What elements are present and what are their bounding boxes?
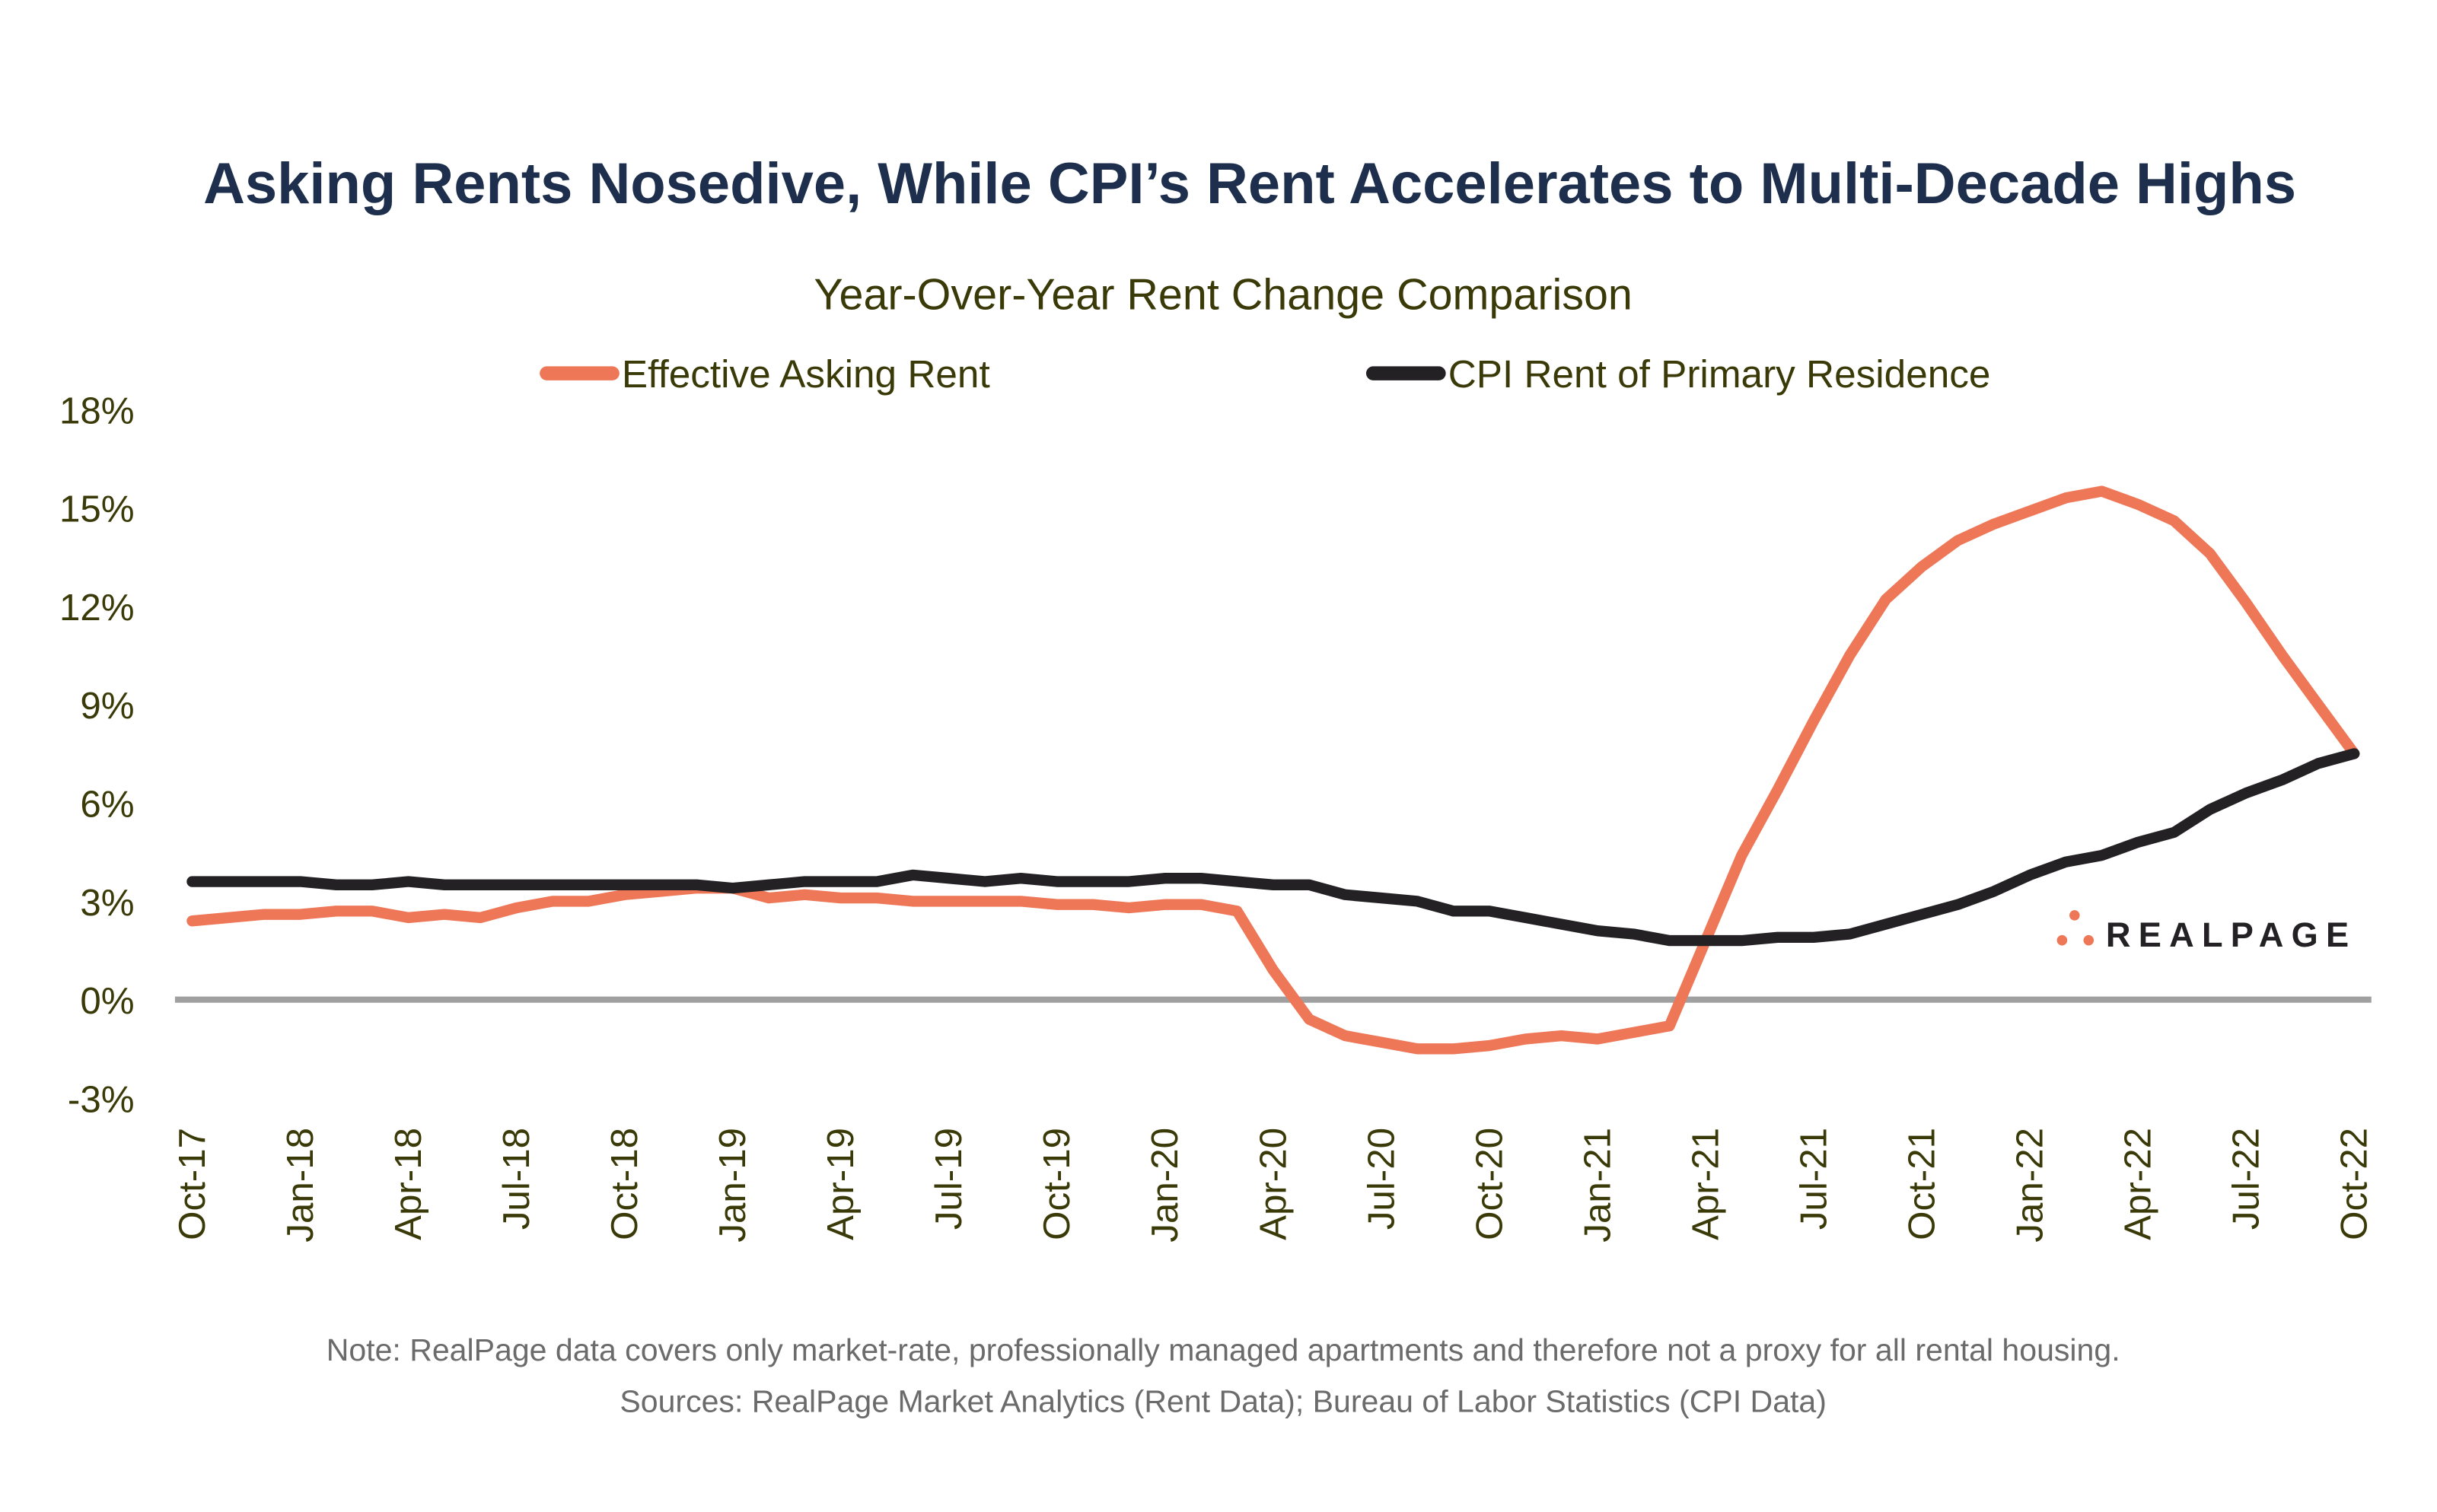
y-tick-label: 18% [59, 390, 135, 431]
x-tick-label: Jul-18 [495, 1128, 537, 1230]
y-tick-label: 12% [59, 587, 135, 629]
x-tick-label: Jan-20 [1144, 1128, 1186, 1243]
logo-dot [2083, 934, 2095, 946]
x-tick-label: Jul-19 [928, 1128, 970, 1230]
y-tick-label: 0% [80, 980, 134, 1022]
x-tick-label: Jul-22 [2225, 1128, 2267, 1230]
series-cpi-rent [186, 748, 2360, 947]
x-tick-label: Oct-19 [1036, 1128, 1078, 1240]
y-tick-label: 6% [80, 784, 134, 826]
y-axis: -3% 0% 3% 6% 9% 12% 15% 18% [59, 390, 135, 1120]
x-tick-label: Apr-20 [1252, 1128, 1294, 1240]
y-tick-label: 9% [80, 685, 134, 727]
y-tick-label: -3% [68, 1078, 135, 1120]
chart-subtitle: Year-Over-Year Rent Change Comparison [814, 270, 1632, 319]
legend: Effective Asking Rent CPI Rent of Primar… [540, 352, 1991, 396]
x-tick-label: Apr-22 [2117, 1128, 2159, 1240]
x-tick-label: Jan-18 [279, 1128, 321, 1243]
x-axis: Oct-17 Jan-18 Apr-18 Jul-18 Oct-18 Jan-19 Apr-… [171, 1128, 2375, 1243]
y-tick-label: 3% [80, 882, 134, 924]
x-tick-label: Oct-20 [1468, 1128, 1510, 1240]
x-tick-label: Jul-21 [1792, 1128, 1834, 1230]
y-tick-label: 15% [59, 489, 135, 530]
x-tick-label: Oct-21 [1900, 1128, 1942, 1240]
series-line [186, 485, 2360, 1055]
x-tick-label: Apr-18 [387, 1128, 429, 1240]
logo-dot [2069, 910, 2080, 921]
sources: Sources: RealPage Market Analytics (Rent… [620, 1384, 1827, 1419]
chart-title: Asking Rents Nosedive, While CPI’s Rent … [203, 151, 2296, 216]
legend-label-cpi-rent: CPI Rent of Primary Residence [1448, 352, 1991, 396]
x-tick-label: Jul-20 [1360, 1128, 1402, 1230]
series-effective-asking-rent [186, 485, 2360, 1055]
realpage-logo: REALPAGE [2056, 910, 2357, 954]
x-tick-label: Oct-22 [2333, 1128, 2375, 1240]
x-tick-label: Apr-21 [1684, 1128, 1726, 1240]
x-tick-label: Jan-21 [1576, 1128, 1618, 1243]
x-tick-label: Jan-19 [712, 1128, 753, 1243]
footnote: Note: RealPage data covers only market-r… [327, 1332, 2120, 1367]
legend-label-effective-asking-rent: Effective Asking Rent [622, 352, 990, 396]
x-tick-label: Oct-17 [171, 1128, 213, 1240]
x-tick-label: Jan-22 [2009, 1128, 2051, 1243]
logo-text: REALPAGE [2106, 915, 2357, 954]
x-tick-label: Apr-19 [820, 1128, 862, 1240]
x-tick-label: Oct-18 [604, 1128, 645, 1240]
series-group [186, 485, 2360, 1055]
logo-dot [2056, 934, 2068, 946]
